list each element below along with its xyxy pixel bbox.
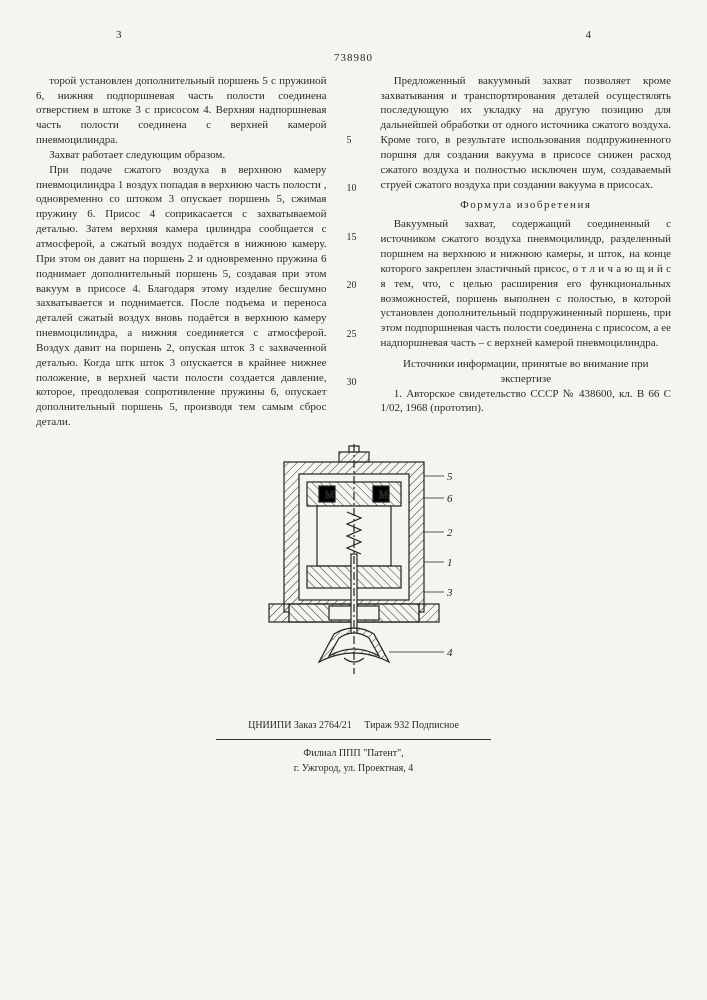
right-column: Предложенный вакуумный захват позволяет …	[381, 74, 672, 430]
col-number-right: 4	[586, 28, 592, 43]
line-number: 25	[347, 328, 361, 342]
figure-callout: 3	[446, 587, 453, 599]
footer-line: ЦНИИПИ Заказ 2764/21	[248, 720, 352, 731]
svg-text:М: М	[379, 490, 388, 501]
line-number-gutter: 5 10 15 20 25 30	[347, 74, 361, 430]
line-number: 15	[347, 231, 361, 245]
figure-callout: 2	[447, 527, 453, 539]
line-number: 20	[347, 279, 361, 293]
body-paragraph: При подаче сжатого воздуха в верхнюю кам…	[36, 163, 327, 430]
imprint-footer: ЦНИИПИ Заказ 2764/21 Тираж 932 Подписное…	[36, 718, 671, 776]
col-number-left: 3	[116, 28, 122, 43]
footer-line: Филиал ППП "Патент",	[303, 748, 403, 759]
footer-line: Тираж 932 Подписное	[364, 720, 459, 731]
body-paragraph: Предложенный вакуумный захват позволяет …	[381, 74, 672, 193]
formula-title: Формула изобретения	[381, 198, 672, 213]
patent-number: 738980	[36, 51, 671, 66]
svg-text:М: М	[325, 490, 334, 501]
line-number: 5	[347, 134, 361, 148]
source-item: 1. Авторское свидетельство СССР № 438600…	[381, 387, 672, 417]
figure-callout: 5	[447, 471, 453, 483]
footer-line: г. Ужгород, ул. Проектная, 4	[294, 763, 414, 774]
figure-callout: 6	[447, 493, 453, 505]
body-paragraph: торой установлен дополнительный поршень …	[36, 74, 327, 148]
sources-title: Источники информации, принятые во вниман…	[381, 357, 672, 387]
body-paragraph: Захват работает следующим образом.	[36, 148, 327, 163]
line-number: 10	[347, 182, 361, 196]
formula-paragraph: Вакуумный захват, содержащий соединенный…	[381, 217, 672, 351]
line-number: 30	[347, 376, 361, 390]
left-column: торой установлен дополнительный поршень …	[36, 74, 327, 430]
patent-figure: М М 5 6 2 1 3 4	[239, 444, 469, 704]
figure-callout: 1	[447, 557, 453, 569]
figure-callout: 4	[447, 647, 453, 659]
